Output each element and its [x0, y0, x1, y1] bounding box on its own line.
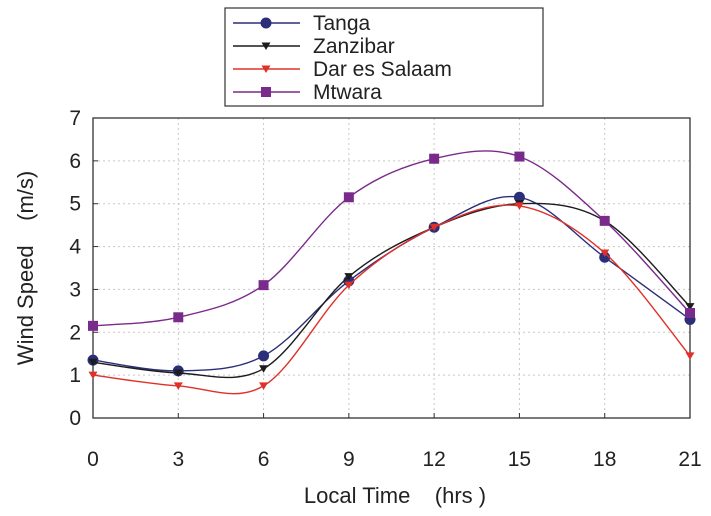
series-mtwara [88, 150, 695, 331]
x-axis-label: Local Time (hrs ) [304, 483, 486, 508]
legend-box [224, 7, 544, 107]
legend-label-zanzibar: Zanzibar [313, 35, 395, 58]
grid-lines [92, 117, 691, 419]
point-dar-es-salaam-6 [600, 249, 610, 257]
x-tick-label-5: 15 [508, 448, 531, 471]
point-zanzibar-2 [259, 365, 269, 373]
legend-label-mtwara: Mtwara [313, 81, 382, 104]
point-tanga-2 [258, 350, 270, 362]
x-tick-label-1: 3 [172, 448, 184, 471]
point-mtwara-2 [258, 280, 269, 291]
y-tick-label-4: 4 [69, 236, 81, 259]
x-tick-label-0: 0 [87, 448, 99, 471]
series-dar-es-salaam [88, 202, 695, 395]
point-dar-es-salaam-1 [173, 382, 183, 390]
point-zanzibar-3 [344, 273, 354, 281]
point-mtwara-5 [514, 151, 525, 162]
series-line-dar-es-salaam [92, 204, 691, 395]
y-tick-label-3: 3 [69, 278, 81, 301]
point-dar-es-salaam-0 [88, 371, 98, 380]
x-tick-label-6: 18 [593, 448, 616, 471]
point-dar-es-salaam-4 [429, 223, 439, 232]
axes [92, 117, 691, 419]
legend-label-dar-es-salaam: Dar es Salaam [313, 58, 452, 81]
point-dar-es-salaam-2 [259, 382, 269, 390]
point-mtwara-0 [88, 320, 98, 331]
point-zanzibar-7 [685, 303, 695, 311]
y-tick-label-2: 2 [69, 321, 81, 344]
y-tick-label-5: 5 [69, 193, 81, 216]
x-tick-label-3: 9 [343, 448, 355, 471]
point-dar-es-salaam-3 [344, 281, 354, 290]
y-tick-label-6: 6 [69, 150, 81, 173]
y-tick-label-0: 0 [69, 407, 81, 430]
point-mtwara-7 [685, 308, 695, 318]
point-mtwara-1 [173, 312, 184, 323]
series-layer [87, 150, 696, 395]
point-zanzibar-0 [88, 358, 98, 367]
legend-item-zanzibar: Zanzibar [233, 35, 395, 58]
legend-marker-mtwara [261, 87, 271, 97]
legend-label-tanga: Tanga [313, 12, 371, 35]
series-zanzibar [88, 200, 695, 379]
x-tick-label-4: 12 [422, 448, 445, 471]
point-mtwara-3 [343, 192, 354, 203]
y-tick-label-1: 1 [69, 364, 81, 387]
point-mtwara-4 [429, 153, 440, 164]
plot-frame [92, 117, 691, 419]
legend-marker-tanga [260, 17, 272, 29]
legend-item-mtwara: Mtwara [233, 81, 382, 104]
point-mtwara-6 [599, 215, 610, 226]
legend-item-dar-es-salaam: Dar es Salaam [233, 58, 452, 81]
point-dar-es-salaam-7 [685, 352, 695, 360]
point-zanzibar-1 [173, 369, 183, 377]
x-tick-label-2: 6 [258, 448, 270, 471]
point-dar-es-salaam-5 [514, 202, 524, 210]
y-axis-label: Wind Speed (m/s) [13, 171, 38, 365]
legend-marker-zanzibar [261, 42, 271, 50]
legend-marker-dar-es-salaam [261, 65, 271, 73]
y-tick-label-7: 7 [69, 107, 81, 130]
series-line-zanzibar [92, 202, 691, 379]
legend-item-tanga: Tanga [233, 12, 371, 35]
x-tick-label-7: 21 [678, 448, 701, 471]
series-line-mtwara [92, 150, 691, 327]
